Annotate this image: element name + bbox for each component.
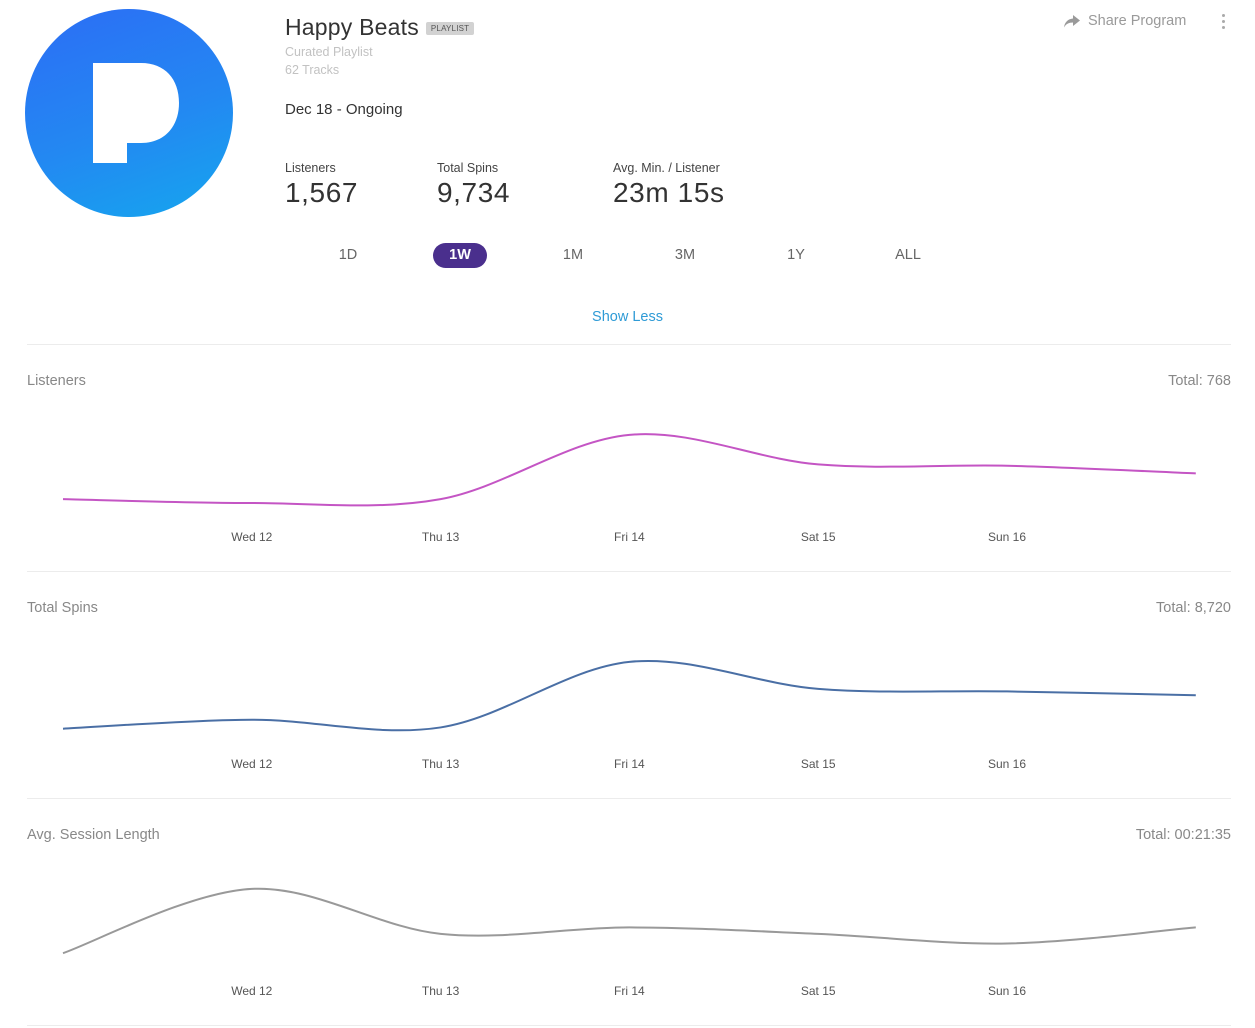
x-tick-label: Sun 16 xyxy=(988,530,1026,544)
chart-total-total-spins: Total: 8,720 xyxy=(1156,600,1231,616)
x-tick-label: Fri 14 xyxy=(614,984,645,998)
series-line xyxy=(62,887,1196,955)
vertical-dots-icon[interactable] xyxy=(1216,14,1230,32)
x-tick-label: Wed 12 xyxy=(231,757,272,771)
x-tick-label: Wed 12 xyxy=(231,530,272,544)
total-spins-chart: Wed 12 Thu 13 Fri 14 Sat 15 Sun 16 xyxy=(62,659,1196,771)
x-tick-label: Thu 13 xyxy=(422,530,460,544)
stat-value: 9,734 xyxy=(437,177,511,208)
chart-total-listeners: Total: 768 xyxy=(1168,373,1231,389)
series-line xyxy=(62,659,1196,732)
track-count: 62 Tracks xyxy=(285,63,340,77)
range-1m[interactable]: 1M xyxy=(562,247,584,263)
stat-avg-minutes: Avg. Min. / Listener 23m 15s xyxy=(613,161,725,209)
stat-listeners: Listeners 1,567 xyxy=(285,161,358,209)
x-tick-label: Thu 13 xyxy=(422,757,460,771)
x-tick-label: Sun 16 xyxy=(988,757,1026,771)
stat-value: 23m 15s xyxy=(613,177,725,208)
pandora-p-icon xyxy=(93,63,179,163)
range-1w[interactable]: 1W xyxy=(433,243,487,268)
share-program-label: Share Program xyxy=(1088,13,1187,29)
x-tick-label: Thu 13 xyxy=(422,984,460,998)
share-program-button[interactable]: Share Program xyxy=(1064,13,1186,29)
listeners-chart: Wed 12 Thu 13 Fri 14 Sat 15 Sun 16 xyxy=(62,433,1196,544)
stat-label: Avg. Min. / Listener xyxy=(613,161,720,175)
divider xyxy=(27,571,1231,572)
playlist-header: Happy Beats PLAYLIST xyxy=(285,14,475,41)
range-all[interactable]: ALL xyxy=(895,247,921,263)
avg-session-chart: Wed 12 Thu 13 Fri 14 Sat 15 Sun 16 xyxy=(62,887,1196,998)
chart-title-total-spins: Total Spins xyxy=(27,600,98,616)
playlist-badge: PLAYLIST xyxy=(425,22,475,35)
pandora-logo xyxy=(25,9,233,217)
share-arrow-icon xyxy=(1064,14,1080,27)
playlist-subtitle: Curated Playlist xyxy=(285,45,373,59)
x-tick-label: Fri 14 xyxy=(614,757,645,771)
divider xyxy=(27,1025,1231,1026)
chart-total-avg-session: Total: 00:21:35 xyxy=(1135,827,1231,843)
chart-title-listeners: Listeners xyxy=(27,373,86,389)
show-less-link[interactable]: Show Less xyxy=(592,309,663,325)
range-1y[interactable]: 1Y xyxy=(787,247,805,263)
stat-label: Listeners xyxy=(285,161,336,175)
date-range: Dec 18 - Ongoing xyxy=(285,101,403,118)
range-3m[interactable]: 3M xyxy=(674,247,696,263)
series-line xyxy=(62,433,1196,507)
playlist-title: Happy Beats xyxy=(285,14,419,40)
x-tick-label: Sat 15 xyxy=(801,530,836,544)
stat-label: Total Spins xyxy=(437,161,499,175)
chart-title-avg-session: Avg. Session Length xyxy=(27,827,160,843)
stat-total-spins: Total Spins 9,734 xyxy=(437,161,510,209)
stat-value: 1,567 xyxy=(285,177,359,208)
divider xyxy=(27,344,1231,345)
range-1d[interactable]: 1D xyxy=(338,247,358,263)
x-tick-label: Sat 15 xyxy=(801,984,836,998)
x-tick-label: Wed 12 xyxy=(231,984,272,998)
x-tick-label: Sun 16 xyxy=(988,984,1026,998)
x-tick-label: Fri 14 xyxy=(614,530,645,544)
x-tick-label: Sat 15 xyxy=(801,757,836,771)
divider xyxy=(27,798,1231,799)
